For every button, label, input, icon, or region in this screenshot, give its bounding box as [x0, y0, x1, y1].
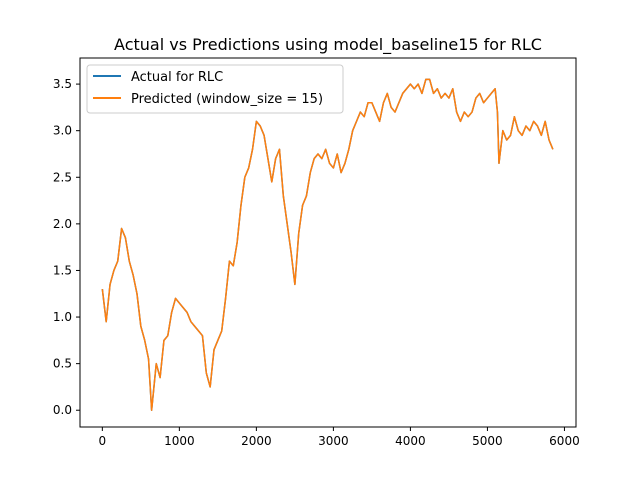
- legend-label-predicted: Predicted (window_size = 15): [131, 92, 323, 107]
- x-tick-label: 6000: [549, 434, 580, 448]
- y-tick-label: 1.5: [53, 263, 72, 277]
- y-tick-label: 0.0: [53, 403, 72, 417]
- chart-title: Actual vs Predictions using model_baseli…: [114, 35, 542, 55]
- x-axis: 0 1000 2000 3000 4000 5000 6000: [99, 427, 580, 448]
- y-tick-label: 3.0: [53, 124, 72, 138]
- x-tick-label: 0: [99, 434, 107, 448]
- y-tick-label: 2.0: [53, 217, 72, 231]
- plot-lines: [101, 78, 554, 411]
- y-tick-label: 3.5: [53, 77, 72, 91]
- y-tick-label: 1.0: [53, 310, 72, 324]
- legend-box: [86, 64, 344, 114]
- y-axis: 0.0 0.5 1.0 1.5 2.0 2.5 3.0 3.5: [53, 77, 80, 417]
- y-tick-label: 2.5: [53, 170, 72, 184]
- x-tick-label: 2000: [241, 434, 272, 448]
- legend-label-actual: Actual for RLC: [131, 70, 223, 85]
- legend: Actual for RLC Predicted (window_size = …: [86, 64, 344, 114]
- x-tick-label: 1000: [164, 434, 195, 448]
- x-tick-label: 4000: [395, 434, 426, 448]
- y-tick-label: 0.5: [53, 357, 72, 371]
- x-tick-label: 3000: [318, 434, 349, 448]
- plot-frame: [79, 57, 577, 428]
- x-tick-label: 5000: [472, 434, 503, 448]
- series-line-predicted: [101, 78, 554, 411]
